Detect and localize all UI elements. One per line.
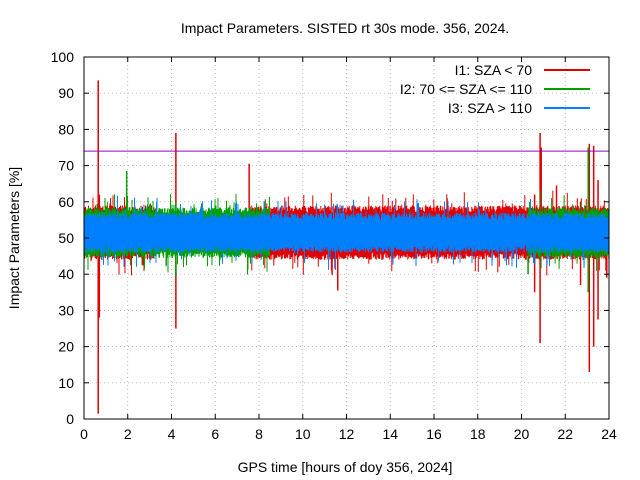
axis-ticks: 0 2 4 6 8 10 12 14 16 18 20 22 240102030405060708090… [51,49,617,442]
x-axis-label: GPS time [hours of doy 356, 2024] [238,459,453,475]
y-axis-label: Impact Parameters [%] [6,167,22,309]
x-tick-label-1: 2 [124,426,132,442]
y-tick-label-9: 90 [58,85,74,101]
legend-label-1: I1: SZA < 70 [455,62,533,78]
x-tick-label-6: 12 [339,426,355,442]
y-tick-label-1: 10 [58,375,74,391]
x-tick-label-2: 4 [168,426,176,442]
x-tick-label-9: 18 [470,426,486,442]
chart-title: Impact Parameters. SISTED rt 30s mode. 3… [181,20,509,36]
plot-area [83,80,610,414]
x-tick-label-10: 20 [514,426,530,442]
y-tick-label-3: 30 [58,302,74,318]
x-tick-label-5: 10 [295,426,311,442]
x-tick-label-4: 8 [255,426,263,442]
legend-label-2: I2: 70 <= SZA <= 110 [400,81,532,97]
y-tick-label-5: 50 [58,230,74,246]
y-tick-label-10: 100 [51,49,75,65]
y-tick-label-7: 70 [58,158,74,174]
y-tick-label-4: 40 [58,266,74,282]
x-tick-label-12: 24 [601,426,617,442]
y-tick-label-2: 20 [58,339,74,355]
y-tick-label-0: 0 [66,411,74,427]
x-tick-label-0: 0 [80,426,88,442]
y-tick-label-8: 80 [58,121,74,137]
legend-label-3: I3: SZA > 110 [448,100,532,116]
x-tick-label-8: 16 [426,426,442,442]
x-tick-label-3: 6 [211,426,219,442]
legend: I1: SZA < 70 I2: 70 <= SZA <= 110 I3: SZA … [400,62,590,116]
x-tick-label-11: 22 [557,426,573,442]
x-tick-label-7: 14 [382,426,398,442]
y-tick-label-6: 60 [58,194,74,210]
